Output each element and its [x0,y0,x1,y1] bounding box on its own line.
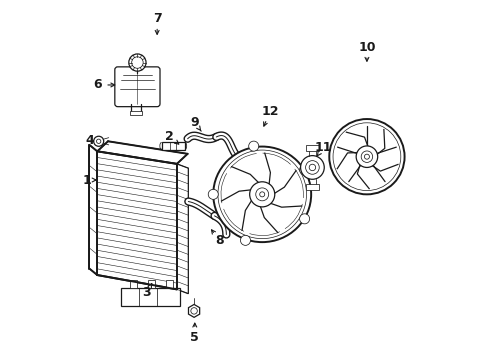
Ellipse shape [213,147,311,242]
Bar [306,184,319,190]
Circle shape [241,235,250,246]
Bar [306,145,319,151]
Circle shape [299,214,310,224]
Circle shape [256,188,269,201]
Text: 4: 4 [86,134,95,147]
Bar [166,280,172,288]
Text: 8: 8 [216,234,224,247]
Circle shape [365,154,369,159]
Circle shape [356,146,378,167]
Text: 5: 5 [191,330,199,343]
Circle shape [260,192,265,197]
Bar [129,111,143,115]
Circle shape [309,164,316,171]
FancyBboxPatch shape [115,67,160,107]
Circle shape [132,57,143,68]
Circle shape [129,54,146,71]
Circle shape [299,165,310,175]
Text: 12: 12 [261,105,279,118]
Polygon shape [97,141,188,164]
Circle shape [249,141,259,151]
Circle shape [306,161,319,174]
Text: 3: 3 [142,287,151,300]
Text: 7: 7 [153,12,162,25]
Bar [148,280,155,288]
Circle shape [329,119,405,194]
Text: 9: 9 [191,116,199,129]
Circle shape [97,139,101,143]
Polygon shape [89,145,97,275]
Bar [162,142,185,149]
Circle shape [250,182,275,207]
Text: 6: 6 [93,78,101,91]
Text: 11: 11 [315,141,332,154]
Circle shape [300,156,324,179]
Text: 2: 2 [165,130,174,144]
Text: 1: 1 [83,174,92,186]
Polygon shape [189,305,199,318]
Circle shape [361,151,373,162]
Bar [130,280,137,288]
Text: 10: 10 [358,41,376,54]
Circle shape [94,136,104,146]
Polygon shape [177,164,188,294]
Bar [122,288,180,306]
Polygon shape [97,151,177,289]
Circle shape [208,189,218,199]
